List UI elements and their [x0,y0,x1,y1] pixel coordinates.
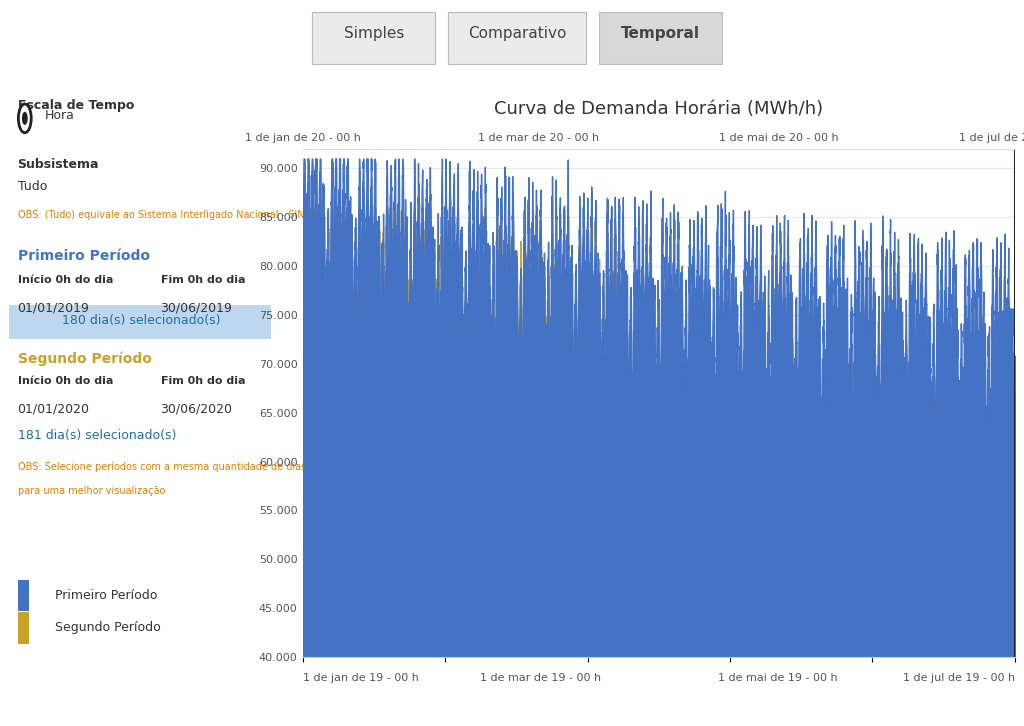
Text: Início 0h do dia: Início 0h do dia [17,275,113,285]
Text: 30/06/2019: 30/06/2019 [161,301,232,314]
Text: 30/06/2020: 30/06/2020 [161,402,232,415]
Text: Hora: Hora [45,109,75,121]
Text: Subsistema: Subsistema [17,158,99,171]
Text: 1 de mar de 19 - 00 h: 1 de mar de 19 - 00 h [480,673,601,683]
Text: 180 dia(s) selecionado(s): 180 dia(s) selecionado(s) [62,314,221,327]
Bar [17,579,29,611]
Text: para uma melhor visualização: para uma melhor visualização [17,486,165,496]
Text: Primeiro Período: Primeiro Período [17,249,150,263]
Text: Primeiro Período: Primeiro Período [55,589,158,602]
Text: Simples: Simples [344,26,403,41]
Text: OBS: (Tudo) equivale ao Sistema Interligado Nacional - SIN: OBS: (Tudo) equivale ao Sistema Interlig… [17,210,304,220]
Bar [17,612,29,644]
Text: Segundo Período: Segundo Período [55,621,161,635]
Text: Segundo Período: Segundo Período [17,351,152,366]
Text: OBS: Selecione períodos com a mesma quantidade de dias: OBS: Selecione períodos com a mesma quan… [17,462,306,472]
Text: Início 0h do dia: Início 0h do dia [17,376,113,386]
FancyBboxPatch shape [449,12,586,64]
Text: Fim 0h do dia: Fim 0h do dia [161,376,245,386]
Circle shape [22,112,28,125]
Text: 181 dia(s) selecionado(s): 181 dia(s) selecionado(s) [17,428,176,441]
Text: Escala de Tempo: Escala de Tempo [17,99,134,112]
Text: 1 de jul de 19 - 00 h: 1 de jul de 19 - 00 h [903,673,1015,683]
Text: Tudo: Tudo [17,181,47,193]
Text: Temporal: Temporal [621,26,700,41]
Text: Comparativo: Comparativo [468,26,566,41]
Text: 1 de mai de 19 - 00 h: 1 de mai de 19 - 00 h [718,673,838,683]
Text: 01/01/2019: 01/01/2019 [17,301,89,314]
FancyBboxPatch shape [599,12,722,64]
Text: Curva de Demanda Horária (MWh/h): Curva de Demanda Horária (MWh/h) [495,100,823,118]
FancyBboxPatch shape [312,12,435,64]
Text: Fim 0h do dia: Fim 0h do dia [161,275,245,285]
Circle shape [18,104,31,133]
Text: 01/01/2020: 01/01/2020 [17,402,89,415]
Text: 1 de jan de 19 - 00 h: 1 de jan de 19 - 00 h [303,673,419,683]
FancyBboxPatch shape [9,305,271,339]
